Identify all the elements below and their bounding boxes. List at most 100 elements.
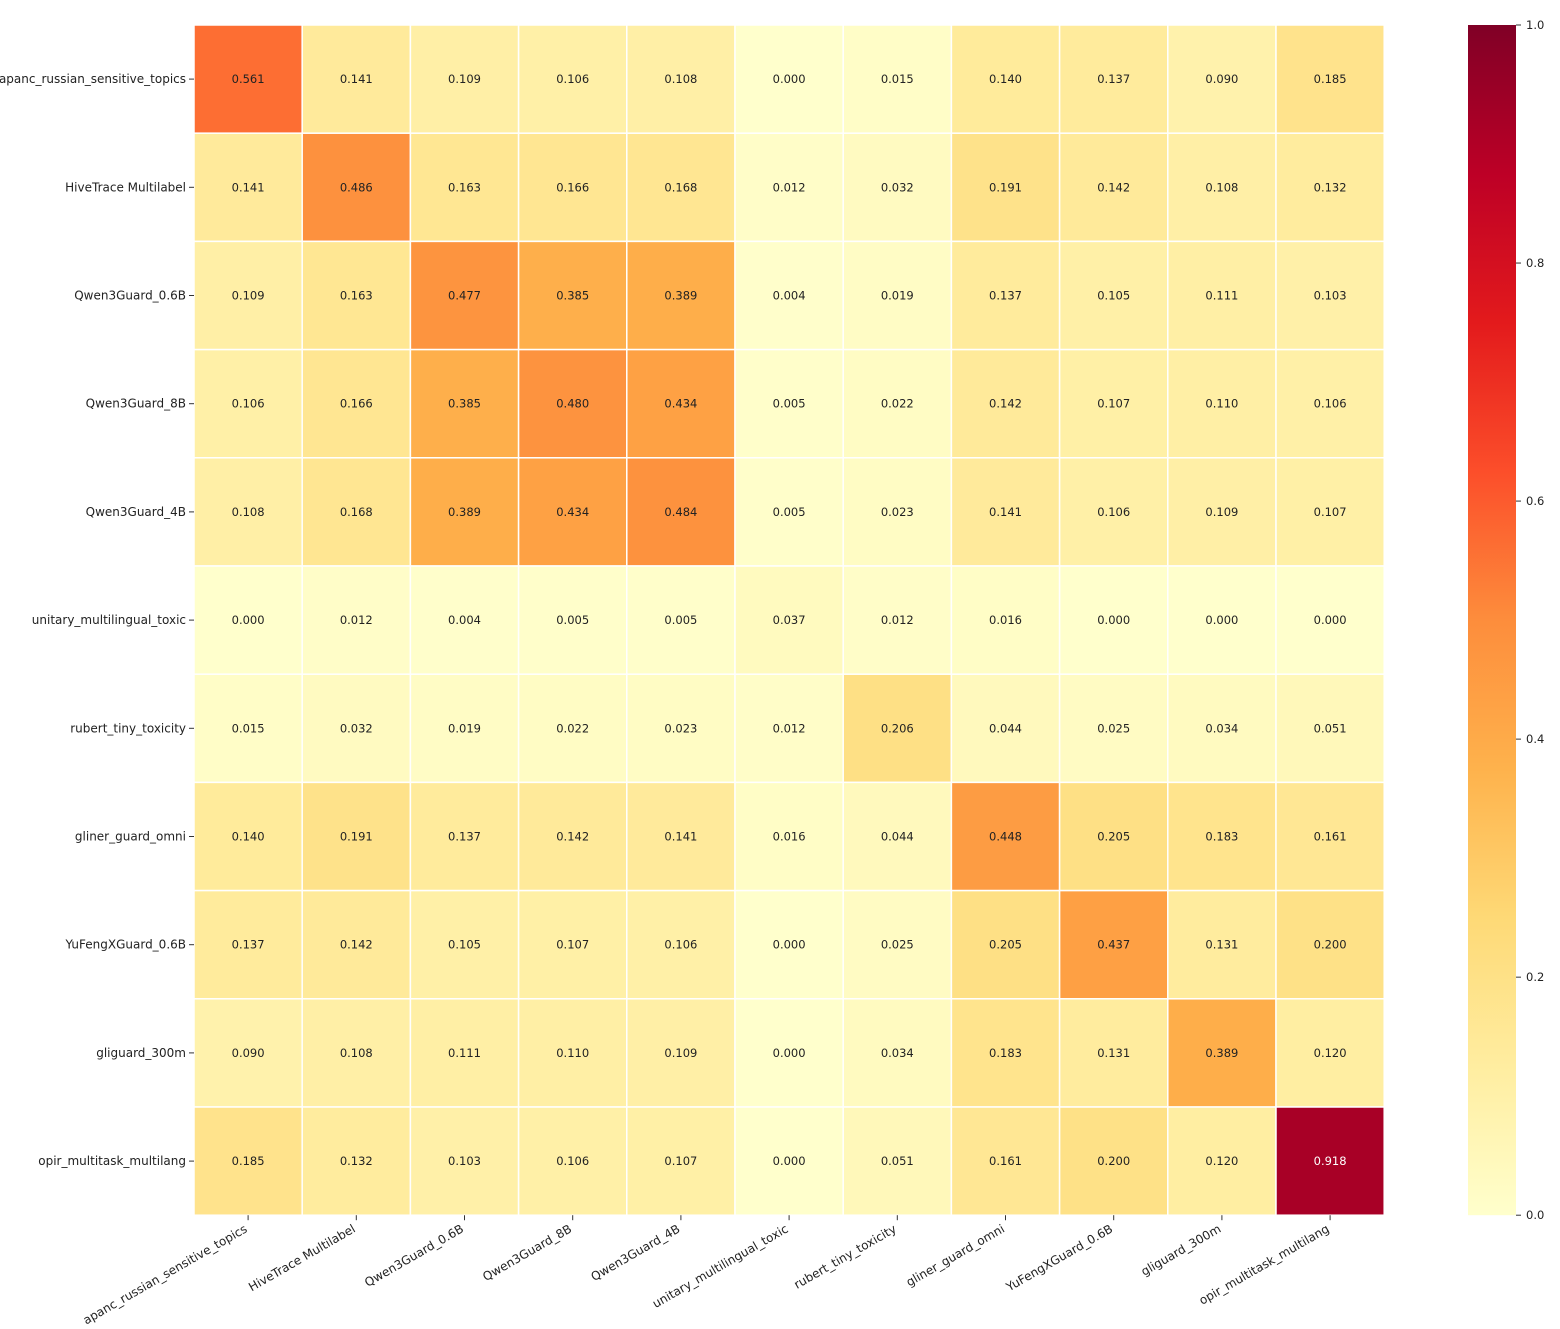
heatmap-cell bbox=[1275, 998, 1385, 1108]
heatmap-cell bbox=[950, 673, 1061, 784]
colorbar: 0.0 0.2 0.4 0.6 0.8 1.0 bbox=[1468, 18, 1544, 1222]
y-axis: apanc_russian_sensitive_topics HiveTrace … bbox=[0, 72, 194, 1168]
heatmap-cell bbox=[1167, 132, 1277, 243]
cell-value-label: 0.005 bbox=[773, 505, 806, 519]
heatmap-cell bbox=[301, 348, 412, 459]
cell-value-label: 0.000 bbox=[773, 1046, 806, 1060]
y-tick-label: HiveTrace Multilabel bbox=[65, 180, 186, 194]
heatmap-cell bbox=[1275, 240, 1385, 351]
cell-value-label: 0.163 bbox=[340, 289, 373, 303]
cell-value-label: 0.012 bbox=[881, 613, 914, 627]
heatmap-cell bbox=[517, 889, 628, 1000]
heatmap-cell bbox=[1058, 348, 1169, 459]
heatmap-cell bbox=[517, 565, 628, 675]
y-tick-label: unitary_multilingual_toxic bbox=[32, 613, 186, 627]
cell-value-label: 0.389 bbox=[1205, 1046, 1238, 1060]
cell-value-label: 0.022 bbox=[881, 397, 914, 411]
heatmap-cell bbox=[1275, 132, 1385, 243]
x-tick-label: Qwen3Guard_4B bbox=[588, 1222, 682, 1284]
cell-value-label: 0.140 bbox=[989, 72, 1022, 86]
cell-value-label: 0.191 bbox=[340, 830, 373, 844]
heatmap-cell bbox=[950, 1106, 1061, 1216]
heatmap-cell bbox=[842, 132, 953, 243]
y-tick-label: apanc_russian_sensitive_topics bbox=[0, 72, 186, 86]
cell-value-label: 0.019 bbox=[448, 721, 481, 735]
heatmap-cell bbox=[193, 998, 303, 1108]
cell-value-label: 0.108 bbox=[664, 72, 697, 86]
cell-value-label: 0.389 bbox=[664, 289, 697, 303]
heatmap-cell bbox=[193, 132, 303, 243]
x-tick-label: gliguard_300m bbox=[1139, 1222, 1224, 1279]
cell-value-label: 0.477 bbox=[448, 289, 481, 303]
heatmap-cell bbox=[409, 998, 520, 1108]
heatmap-cell bbox=[193, 565, 303, 675]
heatmap-cell bbox=[193, 240, 303, 351]
cell-value-label: 0.000 bbox=[232, 613, 265, 627]
cell-value-label: 0.185 bbox=[1314, 72, 1347, 86]
cell-value-label: 0.141 bbox=[664, 830, 697, 844]
cell-value-label: 0.106 bbox=[556, 1154, 589, 1168]
heatmap-cell-labels: 0.561 0.141 0.109 0.106 0.108 0.000 0.015 0.140… bbox=[232, 72, 1347, 1168]
heatmap-cell bbox=[626, 132, 736, 243]
cell-value-label: 0.385 bbox=[556, 289, 589, 303]
cell-value-label: 0.137 bbox=[232, 938, 265, 952]
heatmap-cells bbox=[193, 24, 1385, 1216]
heatmap-cell bbox=[842, 240, 953, 351]
cell-value-label: 0.032 bbox=[340, 721, 373, 735]
cell-value-label: 0.000 bbox=[773, 938, 806, 952]
cell-value-label: 0.434 bbox=[556, 505, 589, 519]
heatmap-cell bbox=[409, 1106, 520, 1216]
colorbar-tick-label: 0.8 bbox=[1526, 256, 1544, 270]
heatmap-cell bbox=[626, 240, 736, 351]
heatmap-cell bbox=[193, 24, 303, 134]
heatmap-cell bbox=[1058, 457, 1169, 567]
heatmap-cell bbox=[1058, 1106, 1169, 1216]
cell-value-label: 0.044 bbox=[881, 830, 914, 844]
heatmap-cell bbox=[1275, 781, 1385, 892]
cell-value-label: 0.437 bbox=[1097, 938, 1130, 952]
cell-value-label: 0.108 bbox=[340, 1046, 373, 1060]
cell-value-label: 0.107 bbox=[1097, 397, 1130, 411]
x-tick-label: Qwen3Guard_8B bbox=[480, 1222, 574, 1284]
cell-value-label: 0.183 bbox=[1205, 830, 1238, 844]
cell-value-label: 0.918 bbox=[1314, 1154, 1347, 1168]
cell-value-label: 0.051 bbox=[1314, 721, 1347, 735]
cell-value-label: 0.434 bbox=[664, 397, 697, 411]
cell-value-label: 0.142 bbox=[340, 938, 373, 952]
cell-value-label: 0.000 bbox=[1314, 613, 1347, 627]
heatmap-cell bbox=[409, 240, 520, 351]
heatmap-cell bbox=[1058, 132, 1169, 243]
heatmap-cell bbox=[734, 24, 844, 134]
cell-value-label: 0.004 bbox=[773, 289, 806, 303]
heatmap-cell bbox=[1058, 565, 1169, 675]
heatmap-cell bbox=[193, 889, 303, 1000]
cell-value-label: 0.106 bbox=[1314, 397, 1347, 411]
cell-value-label: 0.015 bbox=[881, 72, 914, 86]
cell-value-label: 0.109 bbox=[664, 1046, 697, 1060]
heatmap-cell bbox=[734, 240, 844, 351]
cell-value-label: 0.185 bbox=[232, 1154, 265, 1168]
cell-value-label: 0.106 bbox=[232, 397, 265, 411]
cell-value-label: 0.120 bbox=[1314, 1046, 1347, 1060]
cell-value-label: 0.205 bbox=[989, 938, 1022, 952]
heatmap-cell bbox=[517, 457, 628, 567]
cell-value-label: 0.037 bbox=[773, 613, 806, 627]
y-tick-label: opir_multitask_multilang bbox=[38, 1154, 186, 1168]
cell-value-label: 0.107 bbox=[556, 938, 589, 952]
cell-value-label: 0.166 bbox=[340, 397, 373, 411]
heatmap-cell bbox=[1167, 1106, 1277, 1216]
x-tick-label: Qwen3Guard_0.6B bbox=[362, 1222, 466, 1290]
colorbar-tick-label: 0.0 bbox=[1526, 1208, 1544, 1222]
cell-value-label: 0.142 bbox=[1097, 180, 1130, 194]
y-tick-label: Qwen3Guard_0.6B bbox=[74, 289, 186, 303]
cell-value-label: 0.120 bbox=[1205, 1154, 1238, 1168]
cell-value-label: 0.032 bbox=[881, 180, 914, 194]
cell-value-label: 0.206 bbox=[881, 721, 914, 735]
heatmap-cell bbox=[1275, 565, 1385, 675]
cell-value-label: 0.140 bbox=[232, 830, 265, 844]
x-tick-label: YuFengXGuard_0.6B bbox=[1003, 1222, 1115, 1295]
heatmap-cell bbox=[734, 132, 844, 243]
cell-value-label: 0.012 bbox=[773, 721, 806, 735]
y-tick-label: gliner_guard_omni bbox=[75, 830, 186, 844]
